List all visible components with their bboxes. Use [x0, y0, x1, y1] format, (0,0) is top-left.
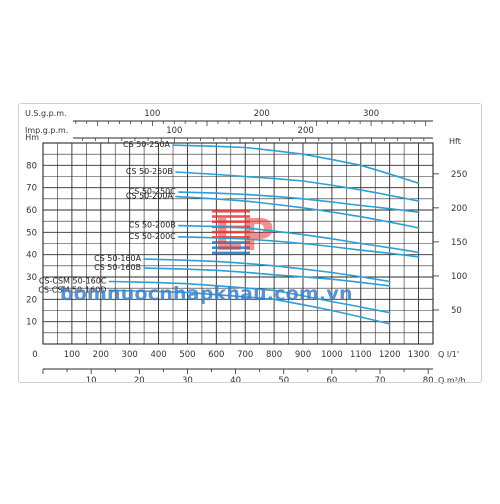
y-left-tick: 80 [26, 161, 37, 171]
y-left-tick: 40 [26, 251, 37, 261]
top-axis-tick: 200 [298, 126, 314, 136]
watermark-layer: bomnuocnhapkhau.com.vn [60, 283, 353, 305]
x-main-tick: 100 [64, 350, 80, 360]
series-label: CS 50-250B [126, 167, 173, 176]
x-secondary-tick: 30 [182, 376, 193, 386]
bottom-axes: 0 100 200 300 400 500 600 700 800 900 1000 1100 1200… [32, 350, 465, 386]
logo-stripe [212, 236, 250, 239]
series-line [143, 258, 391, 283]
series-line [178, 191, 420, 213]
x-secondary-tick: 80 [423, 376, 434, 386]
x-main-tick: 900 [295, 350, 311, 360]
y-left-tick: 10 [26, 318, 37, 328]
series-line [178, 224, 420, 254]
series-label: CS 50-160B [94, 263, 141, 272]
series-line [175, 171, 420, 202]
y-left-tick: 50 [26, 228, 37, 238]
series-line [108, 280, 391, 314]
series-label: CS 50-160A [94, 254, 142, 263]
logo-stripe [212, 220, 250, 223]
x-main-tick: 1200 [379, 350, 401, 360]
series-label: CS 50-250A [123, 140, 171, 149]
x-main-tick: 300 [122, 350, 138, 360]
logo-stripe [212, 251, 250, 255]
plot-border [42, 142, 434, 345]
x-secondary-tick: 60 [326, 376, 337, 386]
x-secondary-tick: 40 [230, 376, 241, 386]
x-main-tick: 500 [179, 350, 195, 360]
y-left-unit: Hm [25, 133, 39, 142]
y-left-tick: 60 [26, 206, 37, 216]
series-line [172, 144, 420, 184]
logo-letters: LP [214, 210, 274, 261]
x-main-tick: 1300 [408, 350, 430, 360]
y-right-tick: 200 [451, 204, 467, 214]
x-secondary-tick: 50 [278, 376, 289, 386]
y-right-tick: 150 [451, 238, 467, 248]
series-line [108, 289, 391, 325]
top-axis-tick: 100 [166, 126, 182, 136]
y-right-tick: 100 [451, 272, 467, 282]
chart-frame [18, 103, 482, 383]
top-axes: U.S.g.p.m. 100 200 300 Imp.g.p.m. 100 200 [25, 109, 433, 143]
x-main-tick: 0 [32, 350, 37, 360]
x-main-tick: 600 [208, 350, 224, 360]
y-left-tick: 20 [26, 295, 37, 305]
series-label: CS 50-200B [129, 221, 176, 230]
series-label: CS 50-250C [129, 187, 177, 196]
series-label: CS 50-200C [129, 232, 177, 241]
series-line [178, 236, 420, 258]
x-main-tick: 700 [237, 350, 253, 360]
x-main-tick: 1100 [350, 350, 372, 360]
logo: LP [212, 210, 274, 261]
y-left-tick: 70 [26, 184, 37, 194]
axes-ticks: Hm 10 20 30 40 50 60 70 80 Hft 50 100 150 200 250 [25, 133, 467, 328]
y-right-unit: Hft [449, 137, 461, 146]
series-label: CS 50-200A [126, 192, 174, 201]
logo-stripe [212, 230, 250, 234]
series-line [175, 195, 420, 229]
x-main-tick: 800 [266, 350, 282, 360]
logo-stripe [212, 241, 250, 244]
top-axis-label: U.S.g.p.m. [25, 109, 67, 118]
logo-stripe [212, 215, 250, 218]
x-main-unit: Q l/1' [438, 350, 459, 359]
x-main-tick: 200 [93, 350, 109, 360]
x-main-tick: 1000 [321, 350, 343, 360]
logo-stripe [212, 246, 250, 249]
top-axis-tick: 100 [144, 109, 160, 119]
x-secondary-unit: Q m³/h [438, 376, 466, 385]
x-secondary-tick: 20 [134, 376, 145, 386]
watermark-text: bomnuocnhapkhau.com.vn [60, 283, 353, 305]
top-axis-label: Imp.g.p.m. [25, 126, 68, 135]
y-right-tick: 250 [451, 170, 467, 180]
x-secondary-tick: 10 [86, 376, 97, 386]
x-secondary-tick: 70 [375, 376, 386, 386]
series-label: CS-CSM 50-160C [39, 276, 107, 285]
series-label: CS-CSM 50-160D [38, 285, 106, 294]
y-left-tick: 30 [26, 273, 37, 283]
y-right-tick: 50 [451, 306, 462, 316]
series-line [143, 267, 391, 287]
top-axis-tick: 200 [254, 109, 270, 119]
top-axis-tick: 300 [363, 109, 379, 119]
logo-stripe [212, 210, 250, 213]
x-main-tick: 400 [150, 350, 166, 360]
